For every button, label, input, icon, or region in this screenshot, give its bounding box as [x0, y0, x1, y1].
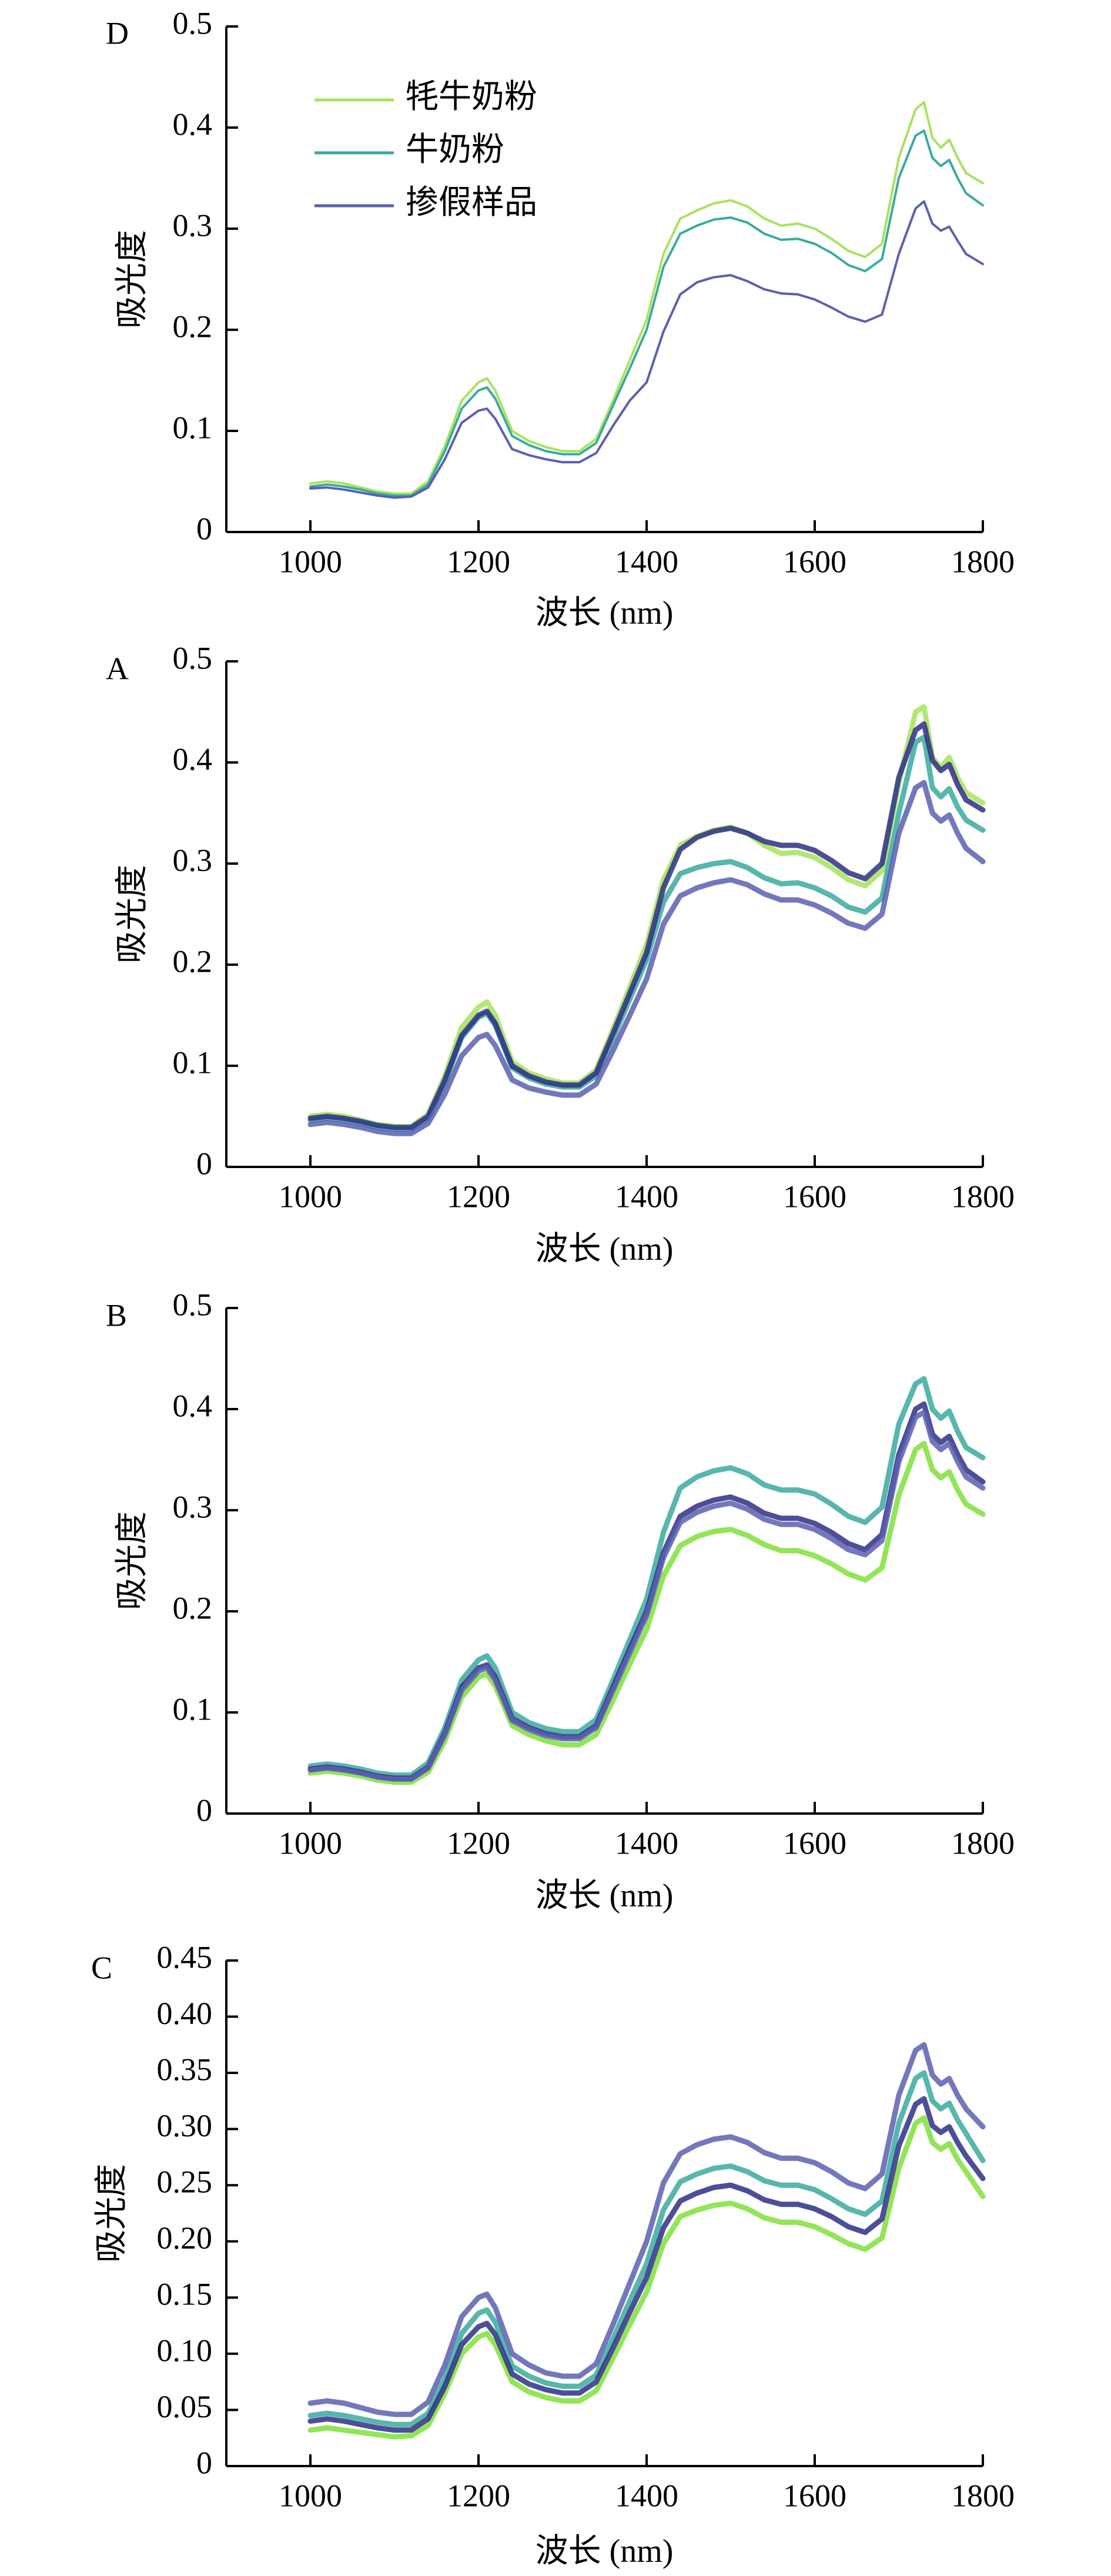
- y-axis-label: 吸光度: [114, 865, 150, 964]
- series-line: [309, 129, 984, 497]
- y-tick-label: 0.10: [157, 2333, 213, 2368]
- y-tick-label: 0.25: [157, 2164, 213, 2200]
- y-tick-label: 0.1: [173, 410, 213, 445]
- chart-panel-b: B 0 0.1 0.2 0.3 0.4 0.5 1000 1200 1400 1600 1800 波长 …: [106, 1287, 1015, 1913]
- panel-label: D: [106, 15, 129, 51]
- y-tick-label: 0.5: [173, 1287, 213, 1322]
- series-line: [307, 721, 986, 1130]
- panel-label: C: [91, 1950, 112, 1985]
- x-tick-label: 1200: [447, 1825, 510, 1861]
- series-line: [307, 2042, 986, 2417]
- y-tick-label: 0.4: [173, 106, 213, 142]
- x-tick-label: 1800: [951, 544, 1015, 579]
- y-tick-label: 0: [196, 1792, 212, 1828]
- x-tick-label: 1600: [783, 2478, 846, 2513]
- panel-label: A: [106, 651, 129, 686]
- x-tick-label: 1200: [447, 1179, 510, 1214]
- x-tick-label: 1000: [279, 544, 342, 579]
- x-tick-label: 1400: [615, 1179, 678, 1214]
- x-tick-label: 1400: [615, 2478, 678, 2513]
- legend-label: 牦牛奶粉: [406, 79, 537, 115]
- x-tick-label: 1000: [279, 1825, 342, 1861]
- y-tick-label: 0.5: [173, 640, 213, 675]
- x-tick-label: 1400: [615, 544, 678, 579]
- y-tick-label: 0.35: [157, 2052, 213, 2087]
- x-axis-label: 波长 (nm): [536, 1878, 674, 1914]
- series-line: [307, 2115, 986, 2440]
- legend-label: 掺假样品: [406, 185, 537, 221]
- x-tick-label: 1600: [783, 1179, 846, 1214]
- x-tick-label: 1800: [951, 1825, 1015, 1861]
- x-tick-label: 1600: [783, 1825, 846, 1861]
- y-tick-label: 0.2: [173, 1590, 213, 1625]
- y-tick-label: 0.20: [157, 2220, 213, 2256]
- chart-panel-c: C 0 0.05 0.10 0.15 0.20 0.25 0.30 0.35 0.40 0.45 10…: [91, 1939, 1015, 2569]
- y-tick-label: 0.2: [173, 309, 213, 344]
- x-tick-label: 1200: [447, 544, 510, 579]
- series-line: [307, 780, 986, 1136]
- series-line: [309, 200, 984, 499]
- y-tick-label: 0.30: [157, 2108, 213, 2143]
- y-tick-label: 0: [196, 1146, 212, 1181]
- x-axis-label: 波长 (nm): [536, 2533, 674, 2570]
- y-tick-label: 0.2: [173, 944, 213, 979]
- y-tick-label: 0.05: [157, 2389, 213, 2424]
- y-tick-label: 0.15: [157, 2277, 213, 2312]
- y-axis-label: 吸光度: [114, 230, 150, 329]
- y-tick-label: 0.40: [157, 1996, 213, 2031]
- y-tick-label: 0.3: [173, 842, 213, 878]
- series-line: [307, 2070, 986, 2427]
- y-tick-label: 0.5: [173, 5, 213, 41]
- series-line: [309, 101, 984, 495]
- y-tick-label: 0.4: [173, 1388, 213, 1423]
- legend-label: 牛奶粉: [406, 132, 504, 168]
- x-tick-label: 1800: [951, 2478, 1015, 2513]
- series-line: [307, 1409, 986, 1782]
- x-axis-label: 波长 (nm): [536, 1231, 674, 1267]
- series-line: [307, 2096, 986, 2433]
- x-tick-label: 1200: [447, 2478, 510, 2513]
- x-tick-label: 1400: [615, 1825, 678, 1861]
- y-axis-label: 吸光度: [114, 1511, 150, 1610]
- y-tick-label: 0.3: [173, 208, 213, 243]
- x-axis-label: 波长 (nm): [536, 595, 674, 631]
- y-tick-label: 0.3: [173, 1489, 213, 1524]
- x-tick-label: 1600: [783, 544, 846, 579]
- chart-panel-a: A 0 0.1 0.2 0.3 0.4 0.5 1000 1200 1400 1600 1800 波长 …: [106, 640, 1015, 1267]
- y-tick-label: 0: [196, 2445, 212, 2480]
- x-tick-label: 1800: [951, 1179, 1015, 1214]
- y-tick-label: 0.1: [173, 1691, 213, 1727]
- x-tick-label: 1000: [279, 2478, 342, 2513]
- y-tick-label: 0.45: [157, 1939, 213, 1975]
- y-tick-label: 0: [196, 511, 212, 546]
- y-tick-label: 0.1: [173, 1045, 213, 1080]
- y-tick-label: 0.4: [173, 741, 213, 777]
- chart-panel-d: D 0 0.1 0.2 0.3 0.4 0.5 1000 1200 1400 1600 1800 波长 …: [106, 5, 1015, 631]
- x-tick-label: 1000: [279, 1179, 342, 1214]
- y-axis-label: 吸光度: [93, 2164, 130, 2263]
- panel-label: B: [106, 1297, 127, 1333]
